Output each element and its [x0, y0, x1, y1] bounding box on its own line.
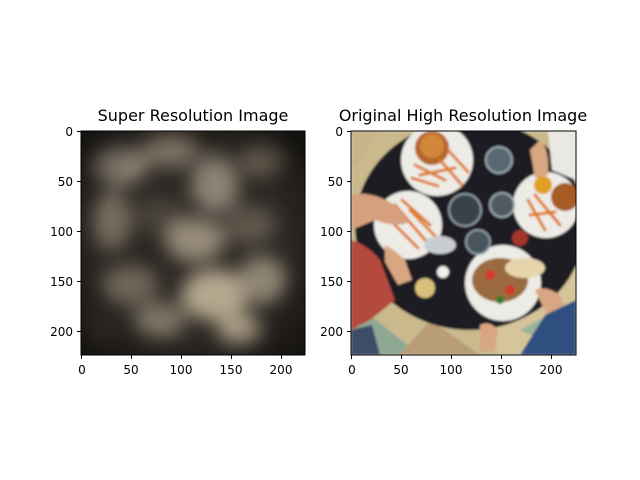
right-x-tick: 150 [490, 363, 513, 377]
left-x-tick: 100 [170, 363, 193, 377]
right-x-tick: 50 [393, 363, 408, 377]
right-y-tick: 100 [320, 225, 343, 239]
right-y-tick: 200 [320, 325, 343, 339]
right-x-tick: 100 [440, 363, 463, 377]
right-y-tick: 0 [335, 125, 343, 139]
right-x-axis [351, 355, 552, 359]
panel-title-original: Original High Resolution Image [339, 106, 587, 125]
right-axes-frame [350, 130, 577, 356]
left-x-axis [81, 355, 282, 359]
panel-super-resolution: Super Resolution Image [50, 106, 306, 377]
original-image [351, 131, 576, 355]
super-resolution-image [81, 131, 305, 355]
left-y-tick: 100 [50, 225, 73, 239]
left-x-tick: 50 [123, 363, 138, 377]
left-y-tick: 200 [50, 325, 73, 339]
panel-original: Original High Resolution Image [320, 106, 587, 377]
right-y-axis [347, 131, 351, 332]
panel-title-super-resolution: Super Resolution Image [98, 106, 289, 125]
right-x-tick: 200 [540, 363, 563, 377]
right-y-tick: 50 [328, 175, 343, 189]
left-x-tick: 0 [78, 363, 86, 377]
left-x-tick: 200 [270, 363, 293, 377]
left-y-tick: 0 [65, 125, 73, 139]
left-y-tick: 150 [50, 275, 73, 289]
left-axes-frame [80, 130, 306, 356]
left-y-axis [77, 131, 81, 332]
left-y-tick: 50 [58, 175, 73, 189]
right-y-tick: 150 [320, 275, 343, 289]
right-x-tick: 0 [348, 363, 356, 377]
left-x-tick: 150 [220, 363, 243, 377]
